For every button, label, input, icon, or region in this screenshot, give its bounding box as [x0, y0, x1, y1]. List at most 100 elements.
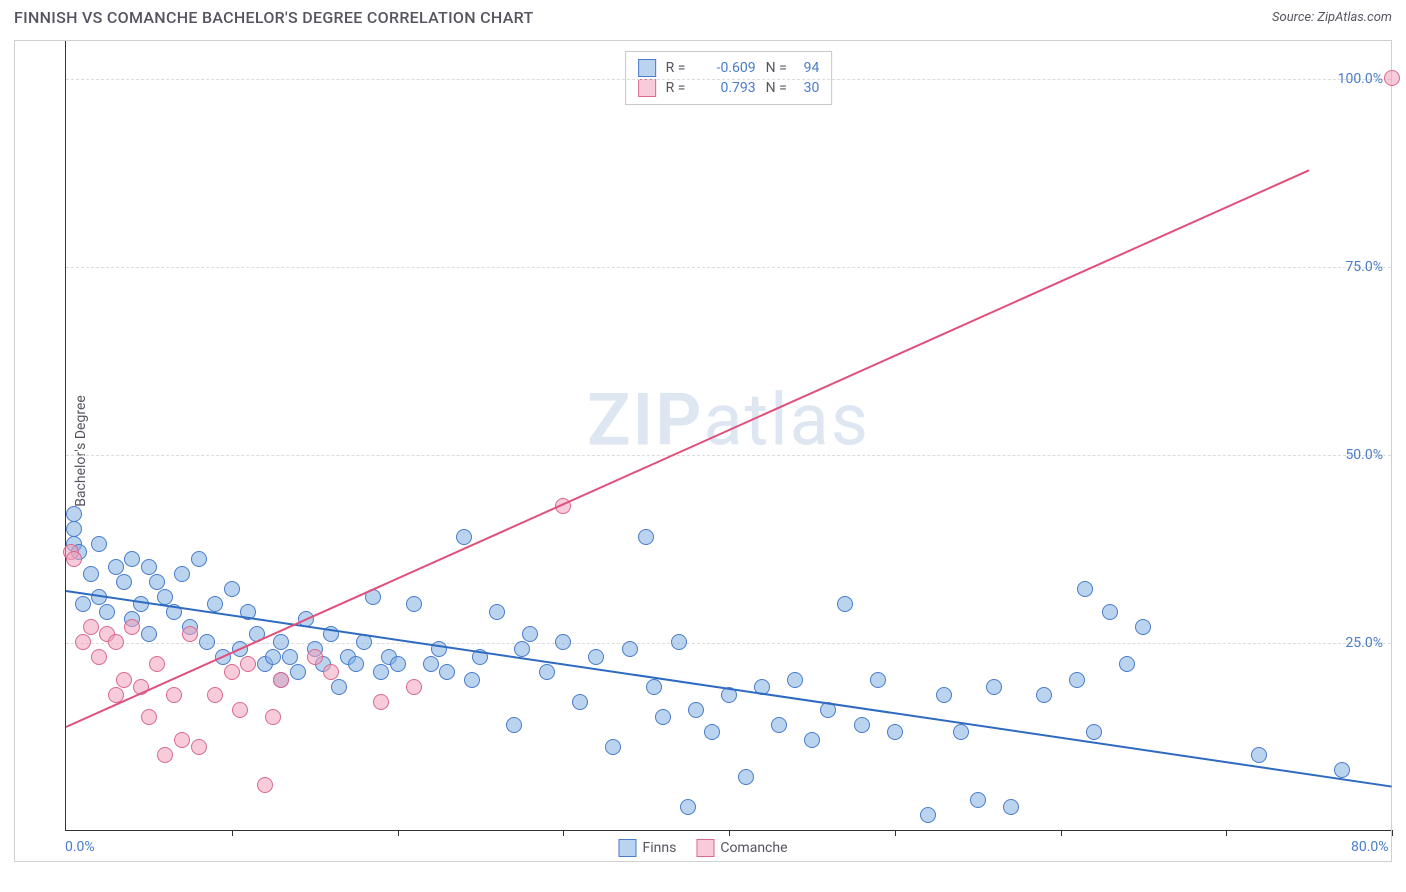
scatter-point-comanche: [406, 679, 422, 695]
scatter-point-finns: [572, 694, 588, 710]
scatter-point-finns: [133, 596, 149, 612]
scatter-point-finns: [887, 724, 903, 740]
scatter-point-comanche: [224, 664, 240, 680]
scatter-point-finns: [1334, 762, 1350, 778]
scatter-point-finns: [920, 807, 936, 823]
scatter-point-finns: [99, 604, 115, 620]
scatter-point-finns: [1069, 672, 1085, 688]
stats-row-finns: R =-0.609N =94: [638, 58, 820, 78]
scatter-point-finns: [738, 769, 754, 785]
scatter-point-finns: [1003, 799, 1019, 815]
scatter-point-finns: [854, 717, 870, 733]
legend-swatch-finns: [618, 839, 636, 857]
scatter-point-finns: [671, 634, 687, 650]
scatter-point-finns: [514, 641, 530, 657]
scatter-point-finns: [605, 739, 621, 755]
scatter-point-finns: [704, 724, 720, 740]
r-value: -0.609: [704, 60, 756, 76]
scatter-point-comanche: [149, 656, 165, 672]
scatter-point-finns: [638, 529, 654, 545]
scatter-point-finns: [953, 724, 969, 740]
x-tick-mark: [1392, 830, 1393, 836]
scatter-point-comanche: [191, 739, 207, 755]
chart-title: FINNISH VS COMANCHE BACHELOR'S DEGREE CO…: [14, 8, 534, 27]
scatter-point-finns: [555, 634, 571, 650]
x-tick-mark: [1226, 830, 1227, 836]
legend-item-finns: Finns: [618, 839, 676, 857]
y-tick-label: 75.0%: [1345, 259, 1383, 275]
x-tick-mark: [1061, 830, 1062, 836]
gridline: [66, 455, 1391, 456]
scatter-point-comanche: [91, 649, 107, 665]
scatter-point-finns: [936, 687, 952, 703]
scatter-point-finns: [506, 717, 522, 733]
scatter-point-finns: [149, 574, 165, 590]
n-value: 94: [804, 60, 820, 76]
scatter-point-comanche: [116, 672, 132, 688]
scatter-point-finns: [124, 551, 140, 567]
scatter-point-finns: [464, 672, 480, 688]
x-tick-label: 0.0%: [65, 839, 95, 855]
plot-area: ZIPatlas R = -0.609 N = 94 R =0.793N =30 25.…: [65, 41, 1391, 831]
r-label: R =: [666, 80, 694, 96]
chart-container: Bachelor's Degree ZIPatlas R =-0.609N =9…: [14, 40, 1392, 862]
watermark: ZIPatlas: [587, 377, 870, 462]
y-tick-label: 25.0%: [1345, 635, 1383, 651]
scatter-point-finns: [207, 596, 223, 612]
legend-label: Finns: [642, 840, 676, 856]
scatter-point-finns: [539, 664, 555, 680]
scatter-point-finns: [406, 596, 422, 612]
scatter-point-finns: [108, 559, 124, 575]
scatter-point-finns: [373, 664, 389, 680]
scatter-point-comanche: [240, 656, 256, 672]
scatter-point-comanche: [141, 709, 157, 725]
legend-item-comanche: Comanche: [696, 839, 787, 857]
scatter-point-comanche: [157, 747, 173, 763]
scatter-point-finns: [1135, 619, 1151, 635]
r-label: R =: [666, 60, 694, 76]
legend-label: Comanche: [720, 840, 787, 856]
scatter-point-finns: [141, 559, 157, 575]
scatter-point-finns: [282, 649, 298, 665]
scatter-point-finns: [91, 536, 107, 552]
scatter-point-finns: [1251, 747, 1267, 763]
y-tick-label: 100.0%: [1338, 71, 1383, 87]
scatter-point-comanche: [108, 634, 124, 650]
scatter-point-finns: [522, 626, 538, 642]
scatter-point-comanche: [232, 702, 248, 718]
scatter-point-finns: [66, 506, 82, 522]
scatter-point-comanche: [182, 626, 198, 642]
swatch-comanche: [638, 79, 656, 97]
n-label: N =: [766, 80, 794, 96]
scatter-point-comanche: [1384, 70, 1400, 86]
scatter-point-finns: [489, 604, 505, 620]
trend-line-finns: [66, 590, 1392, 788]
scatter-point-comanche: [265, 709, 281, 725]
scatter-point-finns: [265, 649, 281, 665]
scatter-point-finns: [191, 551, 207, 567]
scatter-point-finns: [622, 641, 638, 657]
x-tick-mark: [729, 830, 730, 836]
scatter-point-comanche: [207, 687, 223, 703]
scatter-point-finns: [290, 664, 306, 680]
scatter-point-finns: [348, 656, 364, 672]
scatter-point-finns: [655, 709, 671, 725]
scatter-point-comanche: [373, 694, 389, 710]
scatter-point-finns: [224, 581, 240, 597]
scatter-point-finns: [75, 596, 91, 612]
y-tick-label: 50.0%: [1345, 447, 1383, 463]
scatter-point-finns: [688, 702, 704, 718]
scatter-point-finns: [870, 672, 886, 688]
scatter-point-finns: [1119, 656, 1135, 672]
scatter-point-finns: [986, 679, 1002, 695]
gridline: [66, 643, 1391, 644]
x-tick-mark: [398, 830, 399, 836]
scatter-point-comanche: [273, 672, 289, 688]
scatter-point-finns: [83, 566, 99, 582]
scatter-point-finns: [439, 664, 455, 680]
scatter-point-finns: [141, 626, 157, 642]
stats-row-comanche: R =0.793N =30: [638, 78, 820, 98]
scatter-point-finns: [174, 566, 190, 582]
scatter-point-comanche: [323, 664, 339, 680]
swatch-finns: [638, 59, 656, 77]
